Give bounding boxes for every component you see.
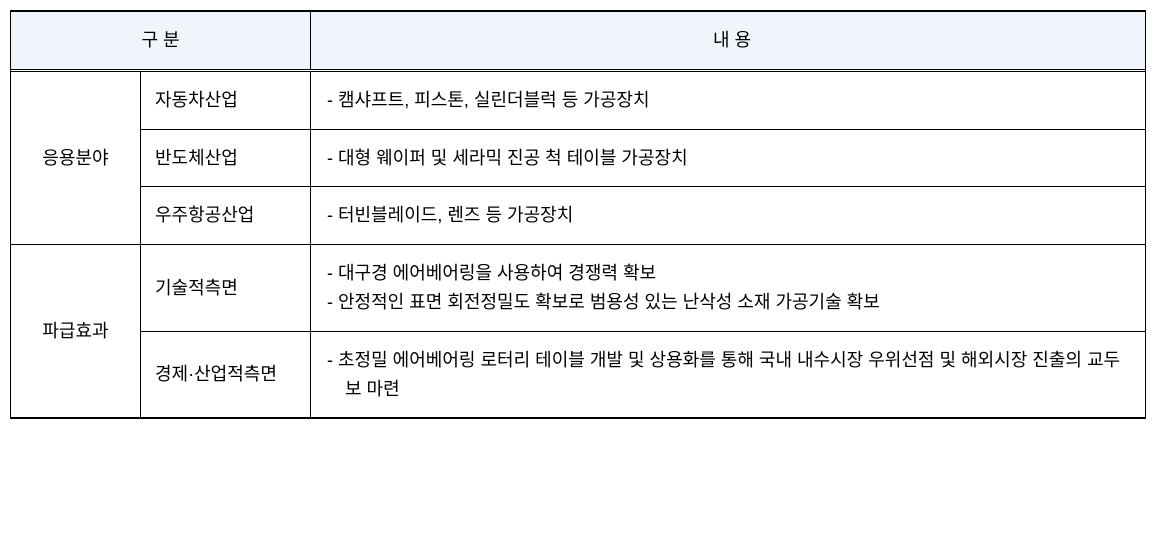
table-row: 반도체산업 - 대형 웨이퍼 및 세라믹 진공 척 테이블 가공장치 <box>11 129 1146 187</box>
header-category: 구 분 <box>11 11 311 69</box>
category-label: 파급효과 <box>42 321 108 341</box>
subcategory-cell: 자동차산업 <box>141 71 311 129</box>
header-category-label: 구 분 <box>141 30 179 50</box>
subcategory-cell: 반도체산업 <box>141 129 311 187</box>
content-line: - 대형 웨이퍼 및 세라믹 진공 척 테이블 가공장치 <box>327 144 1131 173</box>
subcategory-cell: 우주항공산업 <box>141 187 311 245</box>
table-row: 경제·산업적측면 - 초정밀 에어베어링 로터리 테이블 개발 및 상용화를 통… <box>11 331 1146 418</box>
subcategory-label: 반도체산업 <box>155 148 238 168</box>
category-cell: 응용분야 <box>11 71 141 244</box>
content-cell: - 대형 웨이퍼 및 세라믹 진공 척 테이블 가공장치 <box>311 129 1146 187</box>
content-line: - 캠샤프트, 피스톤, 실린더블럭 등 가공장치 <box>327 86 1131 115</box>
table-row: 파급효과 기술적측면 - 대구경 에어베어링을 사용하여 경쟁력 확보 - 안정… <box>11 245 1146 332</box>
header-row: 구 분 내 용 <box>11 11 1146 69</box>
content-cell: - 대구경 에어베어링을 사용하여 경쟁력 확보 - 안정적인 표면 회전정밀도… <box>311 245 1146 332</box>
content-line: - 안정적인 표면 회전정밀도 확보로 범용성 있는 난삭성 소재 가공기술 확… <box>327 288 1131 317</box>
content-cell: - 초정밀 에어베어링 로터리 테이블 개발 및 상용화를 통해 국내 내수시장… <box>311 331 1146 418</box>
content-cell: - 캠샤프트, 피스톤, 실린더블럭 등 가공장치 <box>311 71 1146 129</box>
subcategory-label: 자동차산업 <box>155 90 238 110</box>
content-line: - 터빈블레이드, 렌즈 등 가공장치 <box>327 201 1131 230</box>
table-row: 우주항공산업 - 터빈블레이드, 렌즈 등 가공장치 <box>11 187 1146 245</box>
table-container: 구 분 내 용 응용분야 자동차산업 - <box>10 10 1146 419</box>
subcategory-cell: 기술적측면 <box>141 245 311 332</box>
subcategory-label: 경제·산업적측면 <box>155 364 277 384</box>
table-row: 응용분야 자동차산업 - 캠샤프트, 피스톤, 실린더블럭 등 가공장치 <box>11 71 1146 129</box>
data-table: 구 분 내 용 응용분야 자동차산업 - <box>10 10 1146 419</box>
category-cell: 파급효과 <box>11 245 141 419</box>
content-line: - 대구경 에어베어링을 사용하여 경쟁력 확보 <box>327 259 1131 288</box>
header-content-label: 내 용 <box>713 30 751 50</box>
category-label: 응용분야 <box>42 148 108 168</box>
subcategory-label: 기술적측면 <box>155 278 238 298</box>
subcategory-cell: 경제·산업적측면 <box>141 331 311 418</box>
content-cell: - 터빈블레이드, 렌즈 등 가공장치 <box>311 187 1146 245</box>
content-line: - 초정밀 에어베어링 로터리 테이블 개발 및 상용화를 통해 국내 내수시장… <box>327 346 1131 404</box>
subcategory-label: 우주항공산업 <box>155 205 254 225</box>
header-content: 내 용 <box>311 11 1146 69</box>
